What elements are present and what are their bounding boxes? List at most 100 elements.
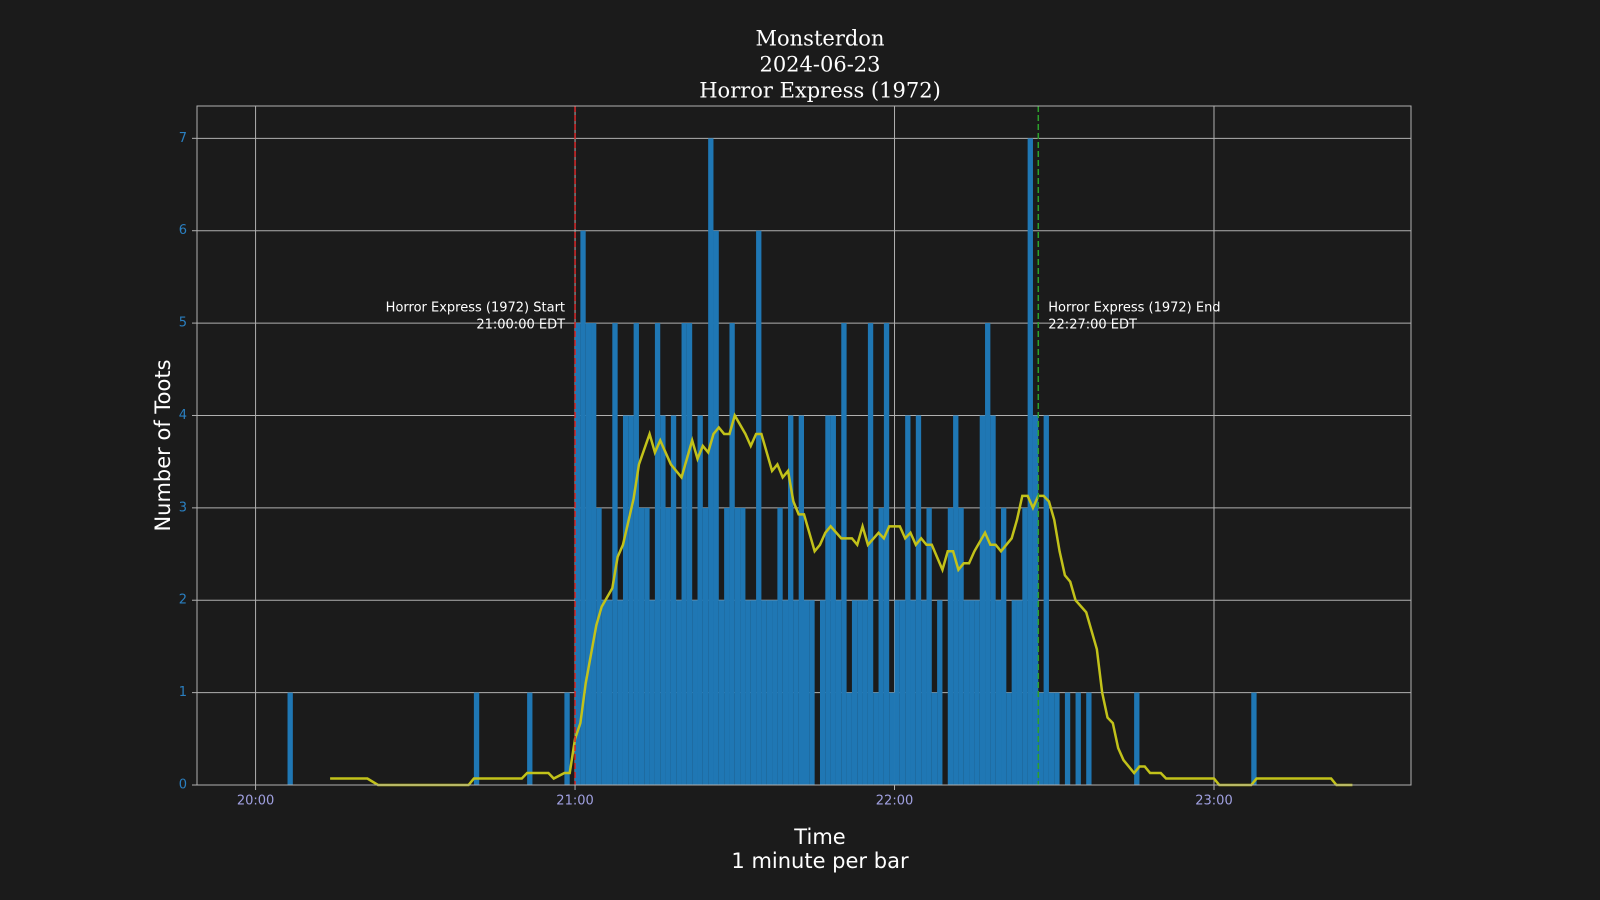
x-tick-label: 20:00 <box>237 794 274 809</box>
bar <box>926 507 932 785</box>
bar <box>596 507 602 785</box>
bar <box>958 507 964 785</box>
x-tick-label: 22:00 <box>876 794 913 809</box>
bar <box>931 692 938 785</box>
bar <box>878 507 884 785</box>
bar <box>473 692 480 785</box>
bar <box>899 600 906 785</box>
event-label: Horror Express (1972) Start <box>386 301 565 316</box>
bar <box>969 600 975 785</box>
bar <box>809 600 815 785</box>
bar <box>638 507 645 785</box>
bar <box>686 323 693 785</box>
bar <box>527 692 533 785</box>
bar <box>761 600 767 785</box>
bar <box>708 138 714 786</box>
y-tick-label: 3 <box>179 500 187 515</box>
bar <box>915 415 922 785</box>
bar <box>580 230 586 785</box>
bar <box>670 415 677 785</box>
bar <box>644 507 650 785</box>
bar <box>846 692 852 785</box>
bar <box>633 323 639 785</box>
bar <box>734 507 741 785</box>
chart-title: 2024-06-23 <box>759 53 880 77</box>
y-tick-label: 4 <box>179 408 187 423</box>
bar <box>612 323 618 785</box>
bar <box>862 600 868 785</box>
event-label: Horror Express (1972) End <box>1048 301 1220 316</box>
bar <box>649 600 655 785</box>
bar <box>889 692 895 785</box>
bar <box>979 415 986 785</box>
bar <box>1001 507 1007 785</box>
bar <box>995 600 1002 785</box>
y-tick-label: 6 <box>179 223 187 238</box>
bar <box>724 507 730 785</box>
y-tick-label: 2 <box>179 593 187 608</box>
bar <box>1006 692 1012 785</box>
bar <box>985 323 991 785</box>
bar <box>990 415 996 785</box>
bar <box>585 323 592 785</box>
bar <box>1064 692 1071 785</box>
bar <box>851 600 858 785</box>
x-tick-label: 23:00 <box>1195 794 1232 809</box>
plot-frame <box>196 105 1412 786</box>
bar <box>937 600 943 785</box>
bar <box>857 600 863 785</box>
bar <box>575 323 581 785</box>
bar <box>718 600 725 785</box>
bar <box>883 323 890 785</box>
bar <box>617 600 623 785</box>
bar <box>601 600 607 785</box>
bar <box>676 600 682 785</box>
bar <box>1032 415 1039 785</box>
bar <box>873 692 879 785</box>
bar <box>654 323 661 785</box>
bar <box>606 600 613 785</box>
event-label: 22:27:00 EDT <box>1048 318 1137 333</box>
bar <box>921 600 927 785</box>
bar <box>1027 138 1033 786</box>
chart-title: Monsterdon <box>756 27 885 51</box>
bar <box>756 230 762 785</box>
bar <box>772 600 778 785</box>
bar <box>1016 600 1023 785</box>
bar <box>628 415 634 785</box>
y-tick-label: 7 <box>179 131 187 146</box>
y-tick-label: 1 <box>179 685 187 700</box>
moving-average-line <box>330 412 1353 787</box>
bar <box>750 600 757 785</box>
chart-title: Horror Express (1972) <box>699 79 941 103</box>
bar <box>622 415 629 785</box>
bar <box>713 230 719 785</box>
bar <box>697 415 703 785</box>
bar <box>660 415 666 785</box>
bar <box>830 415 836 785</box>
bar <box>692 600 698 785</box>
bar <box>819 600 826 785</box>
bar <box>835 600 842 785</box>
bar <box>894 600 900 785</box>
bar <box>777 507 783 785</box>
bar <box>1011 600 1017 785</box>
y-tick-label: 0 <box>179 778 187 793</box>
bar <box>804 600 810 785</box>
bar <box>788 415 794 785</box>
bar <box>867 323 874 785</box>
bar <box>910 600 916 785</box>
bar <box>729 323 735 785</box>
x-tick-label: 21:00 <box>556 794 593 809</box>
bar <box>974 600 980 785</box>
bar <box>1086 692 1092 785</box>
bar <box>825 415 831 785</box>
bar <box>1022 507 1028 785</box>
bar <box>782 600 789 785</box>
event-label: 21:00:00 EDT <box>476 318 565 333</box>
bar <box>1251 692 1257 785</box>
bar <box>841 323 847 785</box>
bar <box>745 600 751 785</box>
